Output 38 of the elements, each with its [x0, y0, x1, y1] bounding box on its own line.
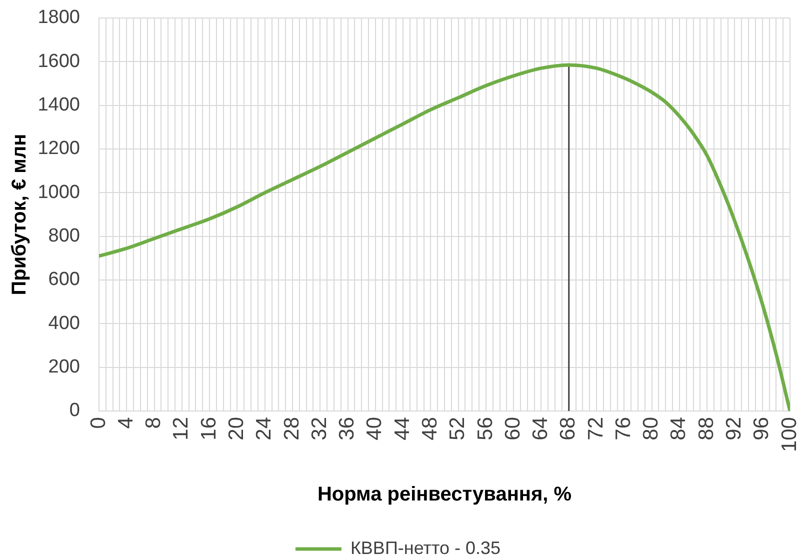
x-tick-label: 24 — [252, 416, 276, 440]
x-tick-label: 44 — [390, 416, 414, 440]
y-tick-label: 400 — [48, 312, 80, 334]
x-tick-label: 36 — [336, 417, 359, 440]
y-axis-title: Прибуток, € млн — [8, 134, 31, 296]
x-tick-label: 64 — [529, 416, 552, 440]
x-tick-label: 92 — [722, 417, 746, 440]
y-tick-label: 1800 — [38, 7, 80, 28]
y-tick-label: 1200 — [38, 138, 80, 160]
x-tick-label: 28 — [280, 417, 304, 440]
x-tick-label: 40 — [363, 417, 386, 440]
x-tick-label: 80 — [640, 417, 663, 440]
x-tick-label: 100 — [778, 417, 799, 452]
x-tick-label: 72 — [584, 417, 608, 440]
x-tick-label: 60 — [501, 417, 524, 440]
legend-label: КВВП-нетто - 0.35 — [350, 538, 501, 558]
x-tick-label: 20 — [224, 417, 248, 440]
x-tick-label: 52 — [446, 417, 470, 440]
y-tick-label: 1000 — [38, 182, 80, 203]
y-tick-label: 1600 — [38, 50, 80, 72]
x-tick-label: 16 — [197, 417, 220, 440]
y-tick-label: 200 — [48, 356, 80, 378]
x-tick-label: 32 — [308, 417, 331, 440]
y-tick-label: 800 — [48, 226, 80, 247]
y-tick-label: 1400 — [38, 94, 80, 116]
x-tick-label: 12 — [170, 417, 193, 440]
x-tick-label: 84 — [667, 416, 690, 440]
x-tick-label: 0 — [86, 417, 110, 429]
x-tick-label: 8 — [142, 417, 166, 429]
x-tick-label: 96 — [750, 417, 774, 440]
x-tick-label: 56 — [474, 417, 497, 440]
x-axis-title: Норма реінвестування, % — [317, 484, 572, 506]
x-tick-label: 88 — [694, 417, 718, 440]
x-tick-label: 48 — [418, 417, 442, 440]
x-tick-label: 4 — [114, 416, 138, 429]
x-tick-label: 68 — [556, 417, 580, 440]
y-tick-label: 600 — [48, 269, 80, 290]
x-tick-label: 76 — [612, 417, 635, 440]
